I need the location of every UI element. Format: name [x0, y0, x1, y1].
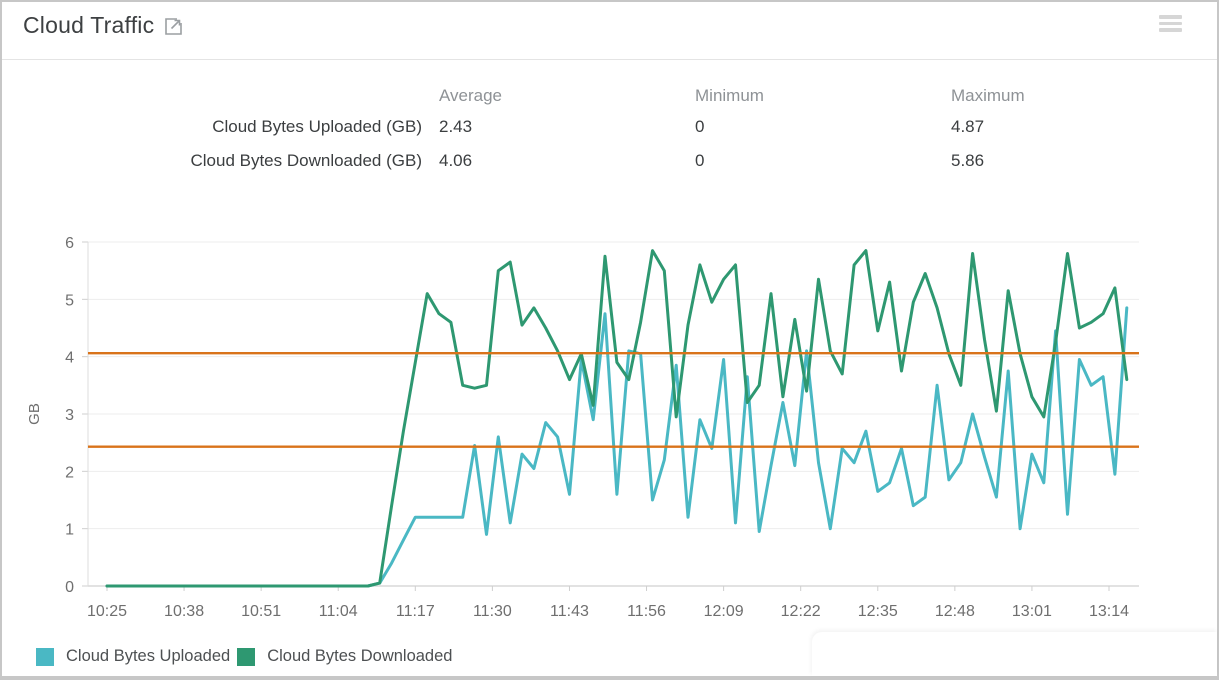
x-tick-label: 12:09	[704, 603, 744, 620]
y-tick-label: 4	[65, 350, 74, 367]
chart-legend: Cloud Bytes Uploaded Cloud Bytes Downloa…	[36, 647, 1217, 666]
stats-col-average: Average	[439, 86, 503, 105]
y-axis-title: GB	[26, 403, 43, 425]
stats-col-minimum: Minimum	[695, 86, 764, 105]
stats-value: 4.06	[439, 151, 473, 170]
card-header: Cloud Traffic	[2, 2, 1217, 60]
x-tick-label: 13:01	[1012, 603, 1052, 620]
legend-label: Cloud Bytes Uploaded	[66, 647, 231, 665]
series-line-cloud-bytes-downloaded	[105, 249, 1129, 588]
chart-plot-area[interactable]	[88, 242, 1139, 586]
x-tick-label: 11:43	[550, 603, 589, 620]
external-link-icon[interactable]	[164, 17, 183, 36]
traffic-chart: 0 1 2 3 4 5 6 10:25 10:38 10:51 11:04 11:17 11:30 11:…	[2, 227, 1217, 627]
page-title: Cloud Traffic	[23, 12, 155, 38]
overlay-panel	[812, 632, 1217, 676]
stats-value: 2.43	[439, 117, 473, 136]
x-tick-label: 11:17	[396, 603, 435, 620]
x-tick-label: 12:48	[935, 603, 975, 620]
stats-value: 5.86	[951, 151, 985, 170]
traffic-chart-svg[interactable]: 0 1 2 3 4 5 6 10:25 10:38 10:51 11:04 11:17 11:30 11:…	[2, 227, 1217, 627]
x-tick-label: 12:35	[858, 603, 898, 620]
x-tick-label: 10:38	[164, 603, 204, 620]
legend-item-downloaded[interactable]: Cloud Bytes Downloaded	[237, 647, 452, 666]
legend-label: Cloud Bytes Downloaded	[267, 647, 453, 665]
stats-col-maximum: Maximum	[951, 86, 1025, 105]
uploaded-swatch-icon	[36, 647, 54, 666]
x-tick-label: 10:51	[241, 603, 281, 620]
stats-row-label: Cloud Bytes Downloaded (GB)	[190, 151, 422, 170]
legend-item-uploaded[interactable]: Cloud Bytes Uploaded	[36, 647, 230, 666]
x-tick-label: 12:22	[781, 603, 821, 620]
stats-value: 4.87	[951, 117, 985, 136]
y-tick-label: 3	[65, 407, 74, 424]
y-tick-label: 0	[65, 579, 74, 596]
stats-value: 0	[695, 117, 705, 136]
x-tick-label: 10:25	[87, 603, 127, 620]
stats-corner-cell	[2, 80, 422, 110]
x-tick-label: 11:56	[627, 603, 666, 620]
x-tick-label: 11:04	[319, 603, 358, 620]
x-tick-label: 11:30	[473, 603, 512, 620]
y-tick-label: 5	[65, 292, 74, 309]
y-tick-label: 1	[65, 522, 74, 539]
downloaded-swatch-icon	[237, 647, 256, 666]
y-tick-label: 2	[65, 464, 74, 481]
stats-table: Average Minimum Maximum Cloud Bytes Uplo…	[2, 80, 1217, 178]
y-tick-label: 6	[65, 235, 74, 252]
stats-row-label: Cloud Bytes Uploaded (GB)	[212, 117, 422, 136]
x-tick-label: 13:14	[1089, 603, 1129, 620]
hamburger-menu-icon[interactable]	[1159, 15, 1182, 32]
stats-value: 0	[695, 151, 705, 170]
